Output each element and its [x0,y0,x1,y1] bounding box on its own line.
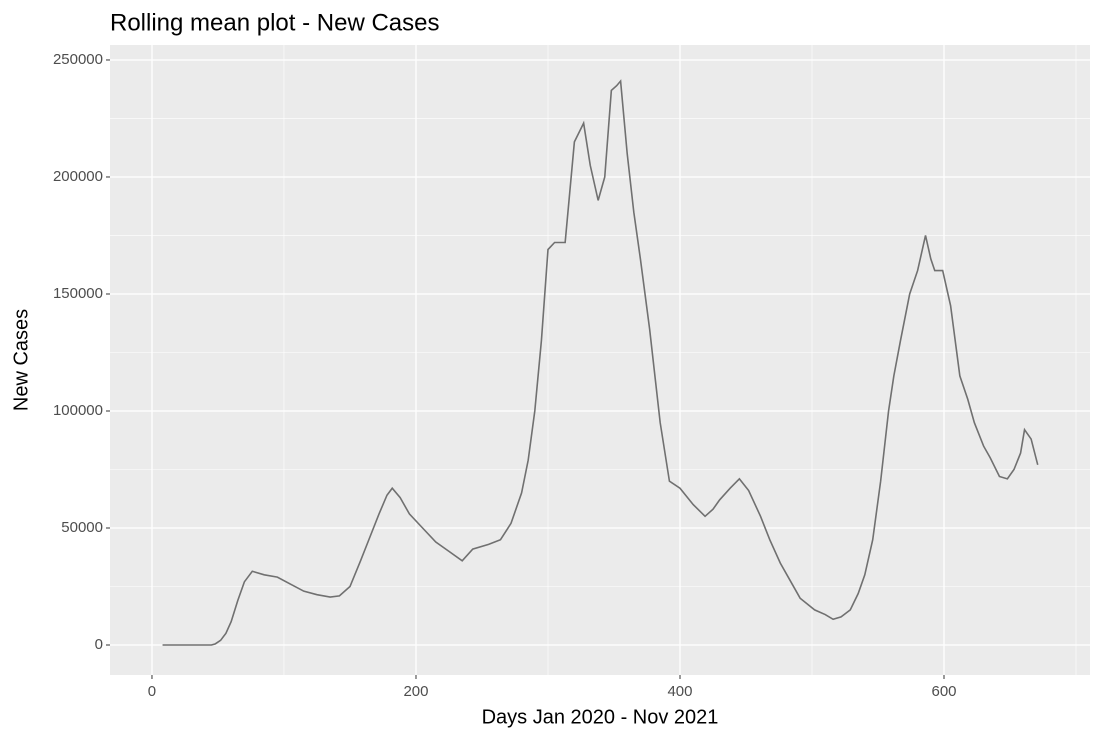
data-line [162,79,1039,646]
y-tick-label: 0 [95,636,103,653]
x-tick-label: 600 [931,683,956,700]
x-axis-label: Days Jan 2020 - Nov 2021 [482,706,719,728]
y-tick-label: 50000 [61,519,103,536]
x-tick-label: 400 [667,683,692,700]
chart-title: Rolling mean plot - New Cases [110,9,439,36]
y-tick-label: 250000 [53,51,103,68]
y-tick-label: 100000 [53,402,103,419]
x-tick-label: 0 [148,683,156,700]
y-tick-label: 150000 [53,285,103,302]
panel [110,45,1090,675]
y-axis-label: New Cases [10,309,32,411]
y-tick-label: 200000 [53,168,103,185]
x-tick-label: 200 [403,683,428,700]
